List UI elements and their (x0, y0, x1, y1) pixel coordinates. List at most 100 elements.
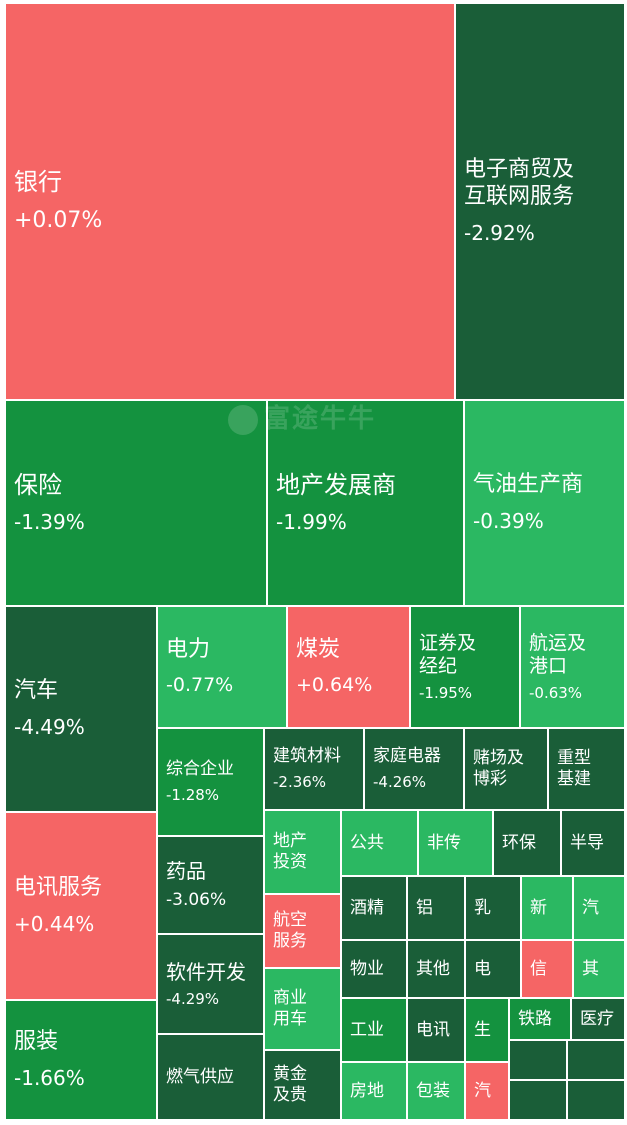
sector-change: -0.77% (166, 673, 234, 696)
sector-tile-gongye[interactable]: 工业 (342, 999, 406, 1061)
sector-tile-fuzhuang[interactable]: 服装 -1.66% (6, 1001, 156, 1119)
sector-tile-dichanfazhan[interactable]: 地产发展商 -1.99% (268, 401, 463, 605)
sector-tile-ru[interactable]: 乳 (466, 877, 520, 939)
sector-tile-dianxun[interactable]: 电讯服务 +0.44% (6, 813, 156, 999)
sector-name: 黄金 及贵 (273, 1064, 307, 1105)
sector-tile-qi2[interactable]: 其 (574, 941, 624, 997)
sector-name: 重型 基建 (557, 748, 591, 789)
sector-tile-feichuan[interactable]: 非传 (419, 811, 492, 875)
sector-name: 其 (582, 958, 599, 979)
sector-change: -4.26% (373, 773, 427, 792)
sector-tile-zhengquan[interactable]: 证券及 经纪 -1.95% (411, 607, 519, 727)
sector-tile-blank2[interactable] (568, 1041, 624, 1079)
sector-tile-hangkong[interactable]: 航空 服务 (265, 895, 340, 967)
sector-tile-baozhuang[interactable]: 包装 (408, 1063, 464, 1119)
sector-tile-huangjin[interactable]: 黄金 及贵 (265, 1051, 340, 1119)
sector-tile-ruanjian[interactable]: 软件开发 -4.29% (158, 935, 263, 1033)
sector-tile-qi3[interactable]: 汽 (466, 1063, 508, 1119)
sector-name: 气油生产商 (473, 472, 584, 498)
sector-tile-blank3[interactable] (510, 1081, 566, 1119)
sector-tile-dianli[interactable]: 电力 -0.77% (158, 607, 286, 727)
sector-name: 汽 (582, 897, 599, 918)
sector-name: 航空 服务 (273, 910, 307, 951)
sector-tile-lv[interactable]: 铝 (408, 877, 464, 939)
sector-tile-dichantouzi[interactable]: 地产 投资 (265, 811, 340, 893)
sector-tile-jianzhu[interactable]: 建筑材料 -2.36% (265, 729, 363, 809)
sector-change: -0.63% (529, 684, 583, 703)
sector-tile-bandao[interactable]: 半导 (562, 811, 624, 875)
sector-name: 铁路 (518, 1008, 552, 1029)
sector-name: 电力 (166, 637, 211, 662)
sector-name: 环保 (502, 832, 536, 853)
sector-name: 药品 (166, 859, 206, 884)
sector-tile-yinhang[interactable]: 银行 +0.07% (6, 4, 454, 399)
sector-tile-fangdi[interactable]: 房地 (342, 1063, 406, 1119)
sector-name: 其他 (416, 958, 450, 979)
sector-change: -1.28% (166, 786, 220, 805)
sector-tile-dian[interactable]: 电 (466, 941, 520, 997)
sector-name: 地产 投资 (273, 831, 307, 872)
sector-name: 物业 (350, 958, 384, 979)
sector-tile-dianzishangmao[interactable]: 电子商贸及 互联网服务 -2.92% (456, 4, 624, 399)
sector-name: 银行 (14, 168, 62, 197)
sector-tile-dianxun2[interactable]: 电讯 (408, 999, 464, 1061)
sector-name: 证券及 经纪 (419, 631, 477, 677)
sector-change: -3.06% (166, 889, 227, 910)
sector-name: 汽车 (14, 678, 59, 704)
sector-tile-yaopin[interactable]: 药品 -3.06% (158, 837, 263, 933)
sector-tile-blank1[interactable] (510, 1041, 566, 1079)
sector-tile-tielu[interactable]: 铁路 (510, 999, 570, 1039)
sector-tile-baoxian[interactable]: 保险 -1.39% (6, 401, 266, 605)
sector-name: 服装 (14, 1029, 59, 1055)
sector-name: 汽 (474, 1080, 491, 1101)
sector-tile-wuye[interactable]: 物业 (342, 941, 406, 997)
sector-name: 生 (474, 1019, 491, 1040)
sector-tile-zhongxing[interactable]: 重型 基建 (549, 729, 624, 809)
sector-name: 综合企业 (166, 759, 234, 780)
sector-name: 地产发展商 (276, 471, 396, 500)
sector-tile-qiche[interactable]: 汽车 -4.49% (6, 607, 156, 811)
sector-tile-xin[interactable]: 新 (522, 877, 572, 939)
sector-change: -4.49% (14, 715, 85, 740)
sector-name: 电子商贸及 互联网服务 (464, 157, 575, 210)
sector-name: 工业 (350, 1019, 384, 1040)
sector-tile-gonggong[interactable]: 公共 (342, 811, 417, 875)
sector-tile-qi1[interactable]: 汽 (574, 877, 624, 939)
sector-change: -0.39% (473, 509, 544, 534)
sector-change: +0.44% (14, 912, 95, 937)
sector-change: -2.92% (464, 221, 535, 246)
sector-change: -1.99% (276, 510, 347, 535)
sector-name: 酒精 (350, 897, 384, 918)
sector-change: -1.95% (419, 684, 473, 703)
sector-name: 包装 (416, 1080, 450, 1101)
sector-tile-xinred[interactable]: 信 (522, 941, 572, 997)
sector-tile-ranqi[interactable]: 燃气供应 (158, 1035, 263, 1119)
sector-name: 燃气供应 (166, 1066, 234, 1087)
sector-tile-meitan[interactable]: 煤炭 +0.64% (288, 607, 409, 727)
sector-name: 铝 (416, 897, 433, 918)
sector-tile-huanbao[interactable]: 环保 (494, 811, 560, 875)
sector-tile-blank4[interactable] (568, 1081, 624, 1119)
sector-tile-qiyoushengchan[interactable]: 气油生产商 -0.39% (465, 401, 624, 605)
sector-name: 航运及 港口 (529, 631, 587, 677)
sector-change: -2.36% (273, 773, 327, 792)
sector-name: 煤炭 (296, 637, 341, 662)
sector-name: 半导 (570, 832, 604, 853)
sector-name: 信 (530, 958, 547, 979)
sector-tile-hangyun[interactable]: 航运及 港口 -0.63% (521, 607, 624, 727)
sector-name: 房地 (350, 1080, 384, 1101)
sector-name: 公共 (350, 832, 384, 853)
sector-tile-jiujing[interactable]: 酒精 (342, 877, 406, 939)
sector-tile-shangye[interactable]: 商业 用车 (265, 969, 340, 1049)
sector-name: 建筑材料 (273, 746, 341, 767)
sector-tile-duchang[interactable]: 赌场及 博彩 (465, 729, 547, 809)
sector-name: 非传 (427, 832, 461, 853)
sector-tile-jiating[interactable]: 家庭电器 -4.26% (365, 729, 463, 809)
sector-tile-zonghe[interactable]: 综合企业 -1.28% (158, 729, 263, 835)
sector-name: 乳 (474, 897, 491, 918)
sector-tile-sheng[interactable]: 生 (466, 999, 508, 1061)
sector-change: -1.66% (14, 1066, 85, 1091)
sector-tile-yiliao[interactable]: 医疗 (572, 999, 624, 1039)
sector-tile-qita[interactable]: 其他 (408, 941, 464, 997)
